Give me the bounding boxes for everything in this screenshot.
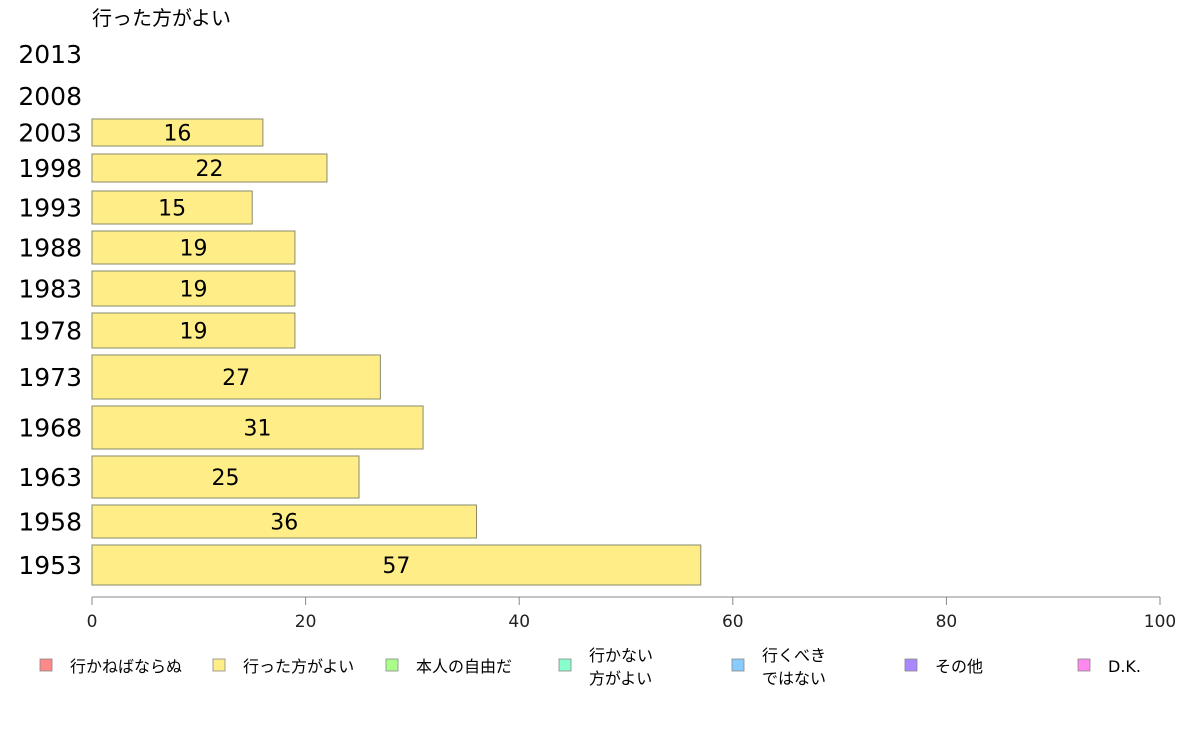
data-label-1963: 25 — [212, 466, 240, 491]
data-label-1983: 19 — [179, 278, 207, 303]
data-label-1988: 19 — [179, 237, 207, 262]
data-label-1973: 27 — [222, 366, 250, 391]
legend-label-4-line2: ではない — [762, 669, 826, 688]
legend-swatch-6 — [1077, 658, 1091, 672]
legend-label-0: 行かねばならぬ — [70, 657, 182, 676]
x-tick-label-80: 80 — [936, 612, 958, 632]
legend-swatch-2 — [385, 658, 399, 672]
data-label-2003: 16 — [163, 122, 191, 147]
bar-1958 — [91, 504, 477, 539]
y-tick-label-1993: 1993 — [18, 194, 82, 223]
x-tick-label-0: 0 — [87, 612, 98, 632]
legend-swatch-1 — [212, 658, 226, 672]
x-axis: 0 20 40 60 80 100 — [87, 596, 1176, 632]
bar-1953 — [91, 544, 702, 586]
bar-1988 — [91, 230, 296, 265]
legend-label-2: 本人の自由だ — [416, 657, 512, 676]
bar-1963 — [91, 455, 360, 499]
legend-swatch-5 — [904, 658, 918, 672]
x-tick-label-40: 40 — [508, 612, 530, 632]
data-label-1998: 22 — [195, 157, 223, 182]
legend-label-6: D.K. — [1108, 657, 1141, 676]
data-label-1993: 15 — [158, 197, 186, 222]
data-label-1953: 57 — [382, 554, 410, 579]
y-tick-label-2013: 2013 — [18, 40, 82, 69]
bar-1998 — [91, 153, 328, 183]
bar-1968 — [91, 405, 424, 450]
y-tick-label-1968: 1968 — [18, 414, 82, 443]
y-tick-label-2003: 2003 — [18, 119, 82, 148]
x-tick-label-20: 20 — [295, 612, 317, 632]
y-tick-label-1963: 1963 — [18, 463, 82, 492]
x-tick-label-60: 60 — [722, 612, 744, 632]
bar-1978 — [91, 312, 296, 349]
bar-2003 — [91, 118, 264, 147]
y-tick-label-1978: 1978 — [18, 317, 82, 346]
legend-label-3-line1: 行かない — [589, 646, 653, 665]
legend-swatch-4 — [731, 658, 745, 672]
y-tick-label-1973: 1973 — [18, 363, 82, 392]
y-axis-labels: 2013 2008 2003 1998 1993 1988 1983 1978 1973 1968… — [18, 40, 82, 580]
data-label-1978: 19 — [179, 320, 207, 345]
bar-1973 — [91, 354, 381, 400]
y-tick-label-2008: 2008 — [18, 82, 82, 111]
y-tick-label-1953: 1953 — [18, 551, 82, 580]
bar-1993 — [91, 190, 253, 225]
chart-title: 行った方がよい — [92, 6, 231, 30]
x-tick-label-100: 100 — [1144, 612, 1176, 632]
legend-label-1: 行った方がよい — [243, 657, 354, 676]
bar-1983 — [91, 270, 296, 307]
legend-label-3-line2: 方がよい — [589, 669, 652, 688]
data-label-1968: 31 — [244, 417, 272, 442]
legend-swatch-0 — [39, 658, 53, 672]
legend-label-5: その他 — [935, 657, 983, 676]
y-tick-label-1958: 1958 — [18, 508, 82, 537]
legend-swatch-3 — [558, 658, 572, 672]
y-tick-label-1988: 1988 — [18, 234, 82, 263]
data-label-1958: 36 — [270, 511, 298, 536]
y-tick-label-1983: 1983 — [18, 275, 82, 304]
y-tick-label-1998: 1998 — [18, 154, 82, 183]
legend-label-4-line1: 行くべき — [762, 646, 826, 665]
